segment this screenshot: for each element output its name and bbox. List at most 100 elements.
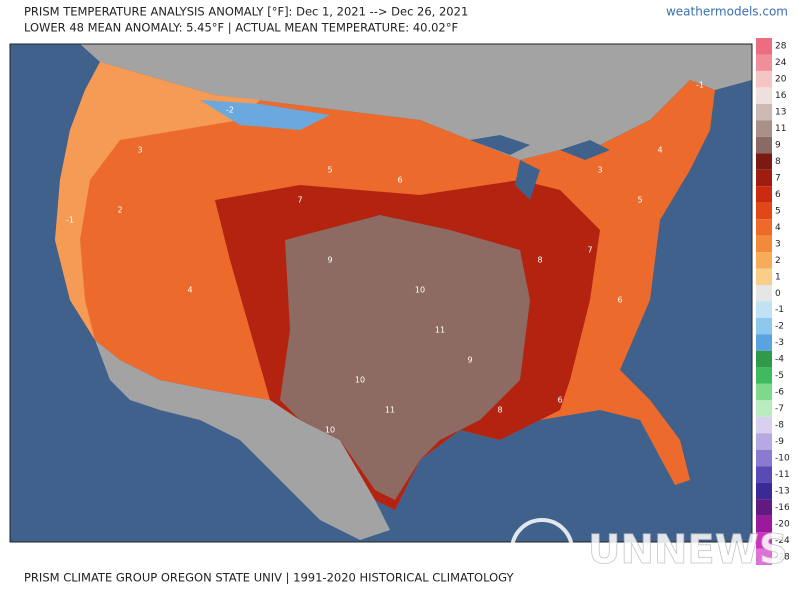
colorbar-label: 20 [775, 75, 787, 85]
colorbar-label: -1 [775, 305, 784, 315]
great-lakes [470, 135, 610, 200]
colorbar-label: -5 [775, 371, 784, 381]
map-frame [9, 43, 753, 543]
colorbar-label: -13 [775, 486, 790, 496]
colorbar-swatch [756, 383, 772, 401]
footer: PRISM CLIMATE GROUP OREGON STATE UNIV | … [24, 571, 514, 585]
colorbar-label: 3 [775, 239, 781, 249]
colorbar-swatch [756, 70, 772, 88]
map-value: 5 [637, 196, 642, 205]
map-value: -2 [226, 106, 234, 115]
map-value: 8 [537, 256, 542, 265]
colorbar-label: 24 [775, 58, 787, 68]
west-coast [55, 62, 260, 340]
colorbar-label: -2 [775, 322, 784, 332]
colorbar-swatch [756, 285, 772, 302]
colorbar-label: -9 [775, 437, 784, 447]
colorbar-swatch [756, 350, 772, 368]
mexico [95, 340, 390, 540]
colorbar-swatch [756, 252, 772, 269]
watermark-logo [510, 518, 574, 582]
map-value: 5 [327, 166, 332, 175]
colorbar-label: -11 [775, 470, 790, 480]
colorbar-label: 16 [775, 91, 787, 101]
colorbar-label: -7 [775, 404, 784, 414]
title: PRISM TEMPERATURE ANALYSIS ANOMALY [°F]:… [24, 5, 468, 19]
colorbar-swatch [756, 186, 772, 203]
colorbar-label: 2 [775, 256, 781, 266]
colorbar-swatch [756, 202, 772, 220]
colorbar-label: 0 [775, 289, 781, 299]
colorbar-label: 13 [775, 108, 786, 118]
colorbar-swatch [756, 317, 772, 335]
colorbar-swatch [756, 235, 772, 253]
canada [10, 44, 752, 160]
map-value: 4 [657, 146, 662, 155]
colorbar-swatch [756, 367, 772, 384]
colorbar-swatch [756, 515, 772, 533]
colorbar-label: -28 [775, 552, 790, 562]
colorbar-label: -20 [775, 519, 790, 529]
colorbar-swatch [756, 136, 772, 154]
colorbar-label: -6 [775, 388, 784, 398]
colorbar-swatch [756, 499, 772, 516]
colorbar-label: 28 [775, 42, 787, 52]
watermark: UNNEWS [588, 527, 788, 573]
colorbar-label: -3 [775, 338, 784, 348]
map-value: 10 [355, 376, 365, 385]
colorbar-swatch [756, 38, 772, 55]
colorbar-label: 11 [775, 124, 786, 134]
map-value: 3 [137, 146, 142, 155]
colorbar-swatch [756, 532, 772, 549]
colorbar-label: 8 [775, 157, 781, 167]
colorbar-swatch [756, 120, 772, 137]
colorbar-label: -16 [775, 503, 790, 513]
map [9, 43, 753, 543]
colorbar-swatch [756, 334, 772, 351]
map-value: 9 [327, 256, 332, 265]
map-labels: 3 2 -2 -1 5 4 7 6 9 10 11 10 9 8 7 6 5 4 3 11 10 8 6 -1 [66, 81, 704, 435]
colorbar-swatch [756, 153, 772, 170]
map-value: 11 [435, 326, 445, 335]
map-value: 6 [617, 296, 622, 305]
source[interactable]: weathermodels.com [666, 5, 788, 19]
colorbar-swatch [756, 548, 772, 565]
map-value: 7 [587, 246, 592, 255]
colorbar-label: -8 [775, 421, 784, 431]
colorbar-swatch [756, 87, 772, 104]
colorbar-swatch [756, 219, 772, 236]
colorbar-swatch [756, 449, 772, 467]
colorbar-swatch [756, 54, 772, 71]
map-value: -1 [696, 81, 704, 90]
map-value: 2 [117, 206, 122, 215]
map-value: 6 [397, 176, 402, 185]
colorbar-swatch [756, 433, 772, 450]
map-value: 11 [385, 406, 395, 415]
map-value: 8 [497, 406, 502, 415]
colorbar-swatch [756, 400, 772, 417]
colorbar: 28 24 20 16 13 11 9 8 7 6 5 4 3 2 1 0 -1 -2 -3 -4 -5 -6 -7 -8 -9… [756, 38, 790, 565]
colorbar-label: 9 [775, 141, 781, 151]
cool-patch [200, 100, 330, 130]
colorbar-label: 1 [775, 272, 781, 282]
colorbar-swatch [756, 466, 772, 483]
colorbar-swatch [756, 301, 772, 318]
colorbar-swatch [756, 416, 772, 434]
colorbar-label: -10 [775, 453, 790, 463]
map-value: 4 [187, 286, 192, 295]
map-value: 6 [557, 396, 562, 405]
colorbar-swatch [756, 268, 772, 286]
map-value: 3 [597, 166, 602, 175]
colorbar-swatch [756, 482, 772, 500]
colorbar-label: 4 [775, 223, 781, 233]
map-value: -1 [66, 216, 74, 225]
map-value: 10 [325, 426, 335, 435]
colorbar-label: 6 [775, 190, 781, 200]
colorbar-swatch [756, 169, 772, 187]
map-value: 7 [297, 196, 302, 205]
colorbar-label: 7 [775, 173, 781, 183]
colorbar-label: -4 [775, 355, 784, 365]
colorbar-swatch [756, 103, 772, 121]
colorbar-label: -24 [775, 536, 790, 546]
